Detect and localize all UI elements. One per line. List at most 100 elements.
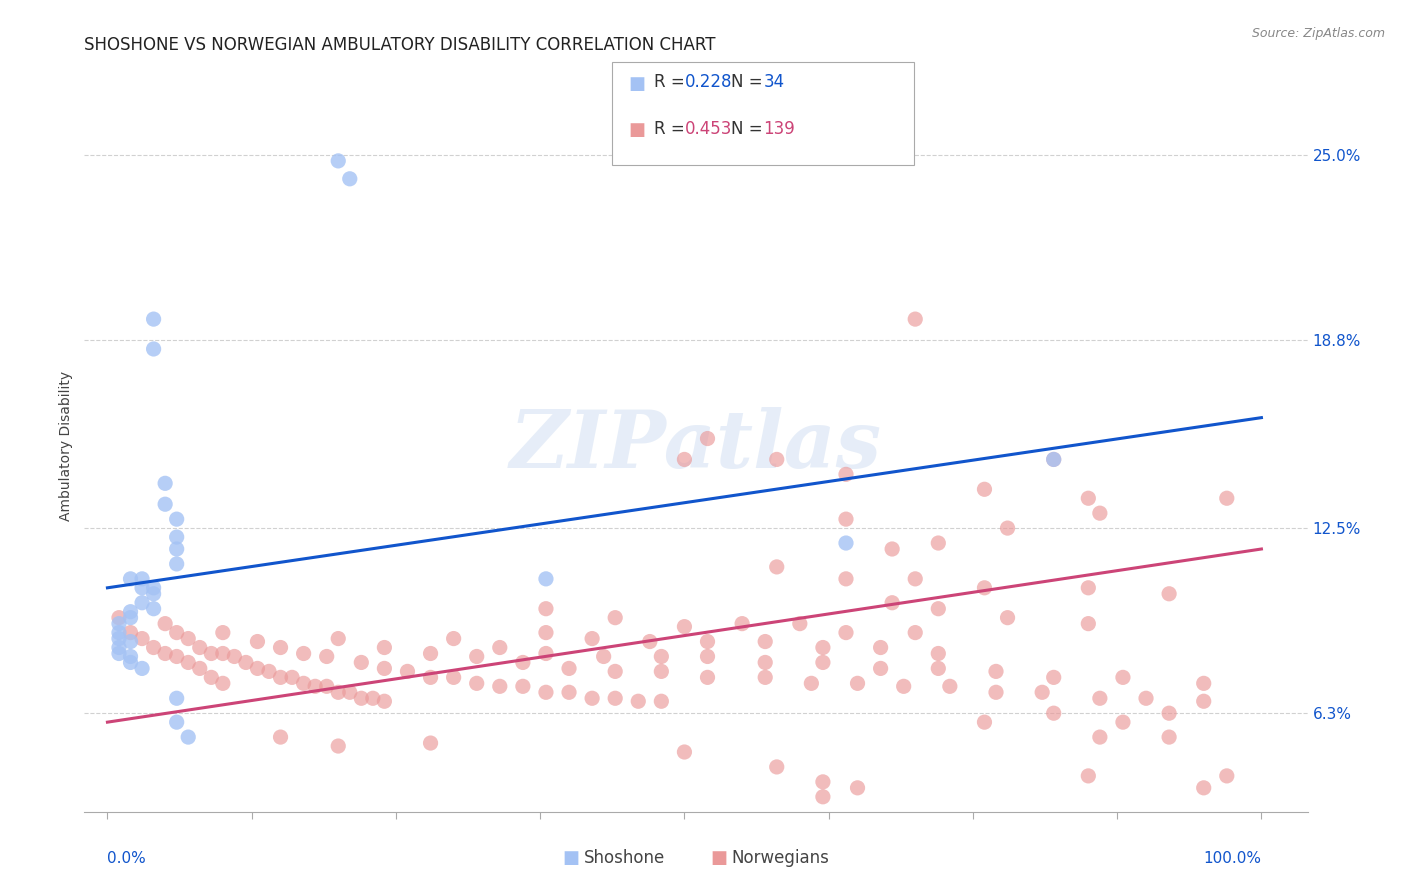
Point bbox=[1042, 452, 1064, 467]
Text: Source: ZipAtlas.com: Source: ZipAtlas.com bbox=[1251, 27, 1385, 40]
Point bbox=[811, 656, 834, 670]
Point bbox=[904, 625, 927, 640]
Point bbox=[488, 640, 510, 655]
Point bbox=[581, 632, 603, 646]
Point bbox=[142, 601, 165, 615]
Point bbox=[120, 605, 142, 619]
Text: 100.0%: 100.0% bbox=[1204, 851, 1261, 865]
Point bbox=[465, 676, 488, 690]
Point bbox=[1112, 715, 1135, 730]
Point bbox=[1159, 587, 1181, 601]
Point bbox=[328, 153, 350, 168]
Point bbox=[270, 730, 292, 744]
Point bbox=[339, 171, 361, 186]
Point bbox=[869, 661, 891, 675]
Point bbox=[605, 691, 627, 706]
Point bbox=[120, 572, 142, 586]
Point bbox=[246, 661, 269, 675]
Point bbox=[142, 581, 165, 595]
Point bbox=[188, 661, 211, 675]
Point bbox=[558, 661, 581, 675]
Point bbox=[108, 610, 131, 624]
Point bbox=[153, 497, 176, 511]
Point bbox=[120, 610, 142, 624]
Point bbox=[835, 572, 858, 586]
Point bbox=[627, 694, 650, 708]
Text: N =: N = bbox=[731, 73, 768, 91]
Point bbox=[281, 670, 304, 684]
Point bbox=[315, 679, 337, 693]
Point bbox=[927, 647, 949, 661]
Point bbox=[1042, 706, 1064, 721]
Point bbox=[166, 541, 188, 556]
Point bbox=[673, 452, 696, 467]
Point bbox=[997, 610, 1019, 624]
Point bbox=[246, 634, 269, 648]
Point bbox=[696, 649, 718, 664]
Point bbox=[419, 670, 441, 684]
Point bbox=[835, 536, 858, 550]
Point bbox=[696, 432, 718, 446]
Point bbox=[211, 647, 233, 661]
Point bbox=[153, 476, 176, 491]
Point bbox=[1077, 616, 1099, 631]
Point bbox=[1088, 691, 1111, 706]
Point bbox=[973, 715, 995, 730]
Point bbox=[1192, 694, 1215, 708]
Point bbox=[177, 632, 200, 646]
Point bbox=[1192, 676, 1215, 690]
Point bbox=[443, 632, 465, 646]
Text: 0.453: 0.453 bbox=[685, 120, 733, 137]
Point bbox=[1077, 491, 1099, 506]
Point bbox=[142, 312, 165, 326]
Point bbox=[419, 736, 441, 750]
Point bbox=[1135, 691, 1157, 706]
Point bbox=[882, 541, 904, 556]
Point bbox=[835, 512, 858, 526]
Point bbox=[177, 730, 200, 744]
Point bbox=[153, 616, 176, 631]
Y-axis label: Ambulatory Disability: Ambulatory Disability bbox=[59, 371, 73, 521]
Point bbox=[328, 739, 350, 753]
Point bbox=[731, 616, 754, 631]
Point bbox=[235, 656, 257, 670]
Point bbox=[1192, 780, 1215, 795]
Point bbox=[211, 625, 233, 640]
Text: N =: N = bbox=[731, 120, 768, 137]
Text: ZIPatlas: ZIPatlas bbox=[510, 408, 882, 484]
Point bbox=[765, 452, 787, 467]
Point bbox=[131, 596, 153, 610]
Point bbox=[142, 587, 165, 601]
Point bbox=[120, 656, 142, 670]
Text: R =: R = bbox=[654, 73, 690, 91]
Point bbox=[166, 530, 188, 544]
Point bbox=[581, 691, 603, 706]
Point bbox=[673, 745, 696, 759]
Point bbox=[1077, 769, 1099, 783]
Point bbox=[120, 649, 142, 664]
Point bbox=[534, 625, 557, 640]
Point bbox=[373, 640, 395, 655]
Point bbox=[339, 685, 361, 699]
Point bbox=[673, 619, 696, 633]
Point bbox=[512, 679, 534, 693]
Point bbox=[153, 647, 176, 661]
Point bbox=[488, 679, 510, 693]
Point bbox=[1216, 769, 1239, 783]
Point bbox=[1031, 685, 1053, 699]
Point bbox=[534, 572, 557, 586]
Point bbox=[534, 601, 557, 615]
Point bbox=[328, 685, 350, 699]
Point bbox=[512, 656, 534, 670]
Text: 0.0%: 0.0% bbox=[107, 851, 146, 865]
Point bbox=[1159, 706, 1181, 721]
Text: SHOSHONE VS NORWEGIAN AMBULATORY DISABILITY CORRELATION CHART: SHOSHONE VS NORWEGIAN AMBULATORY DISABIL… bbox=[84, 36, 716, 54]
Point bbox=[120, 625, 142, 640]
Point bbox=[108, 616, 131, 631]
Point bbox=[142, 640, 165, 655]
Text: 34: 34 bbox=[763, 73, 785, 91]
Point bbox=[650, 665, 672, 679]
Point bbox=[131, 581, 153, 595]
Point bbox=[292, 647, 315, 661]
Point bbox=[188, 640, 211, 655]
